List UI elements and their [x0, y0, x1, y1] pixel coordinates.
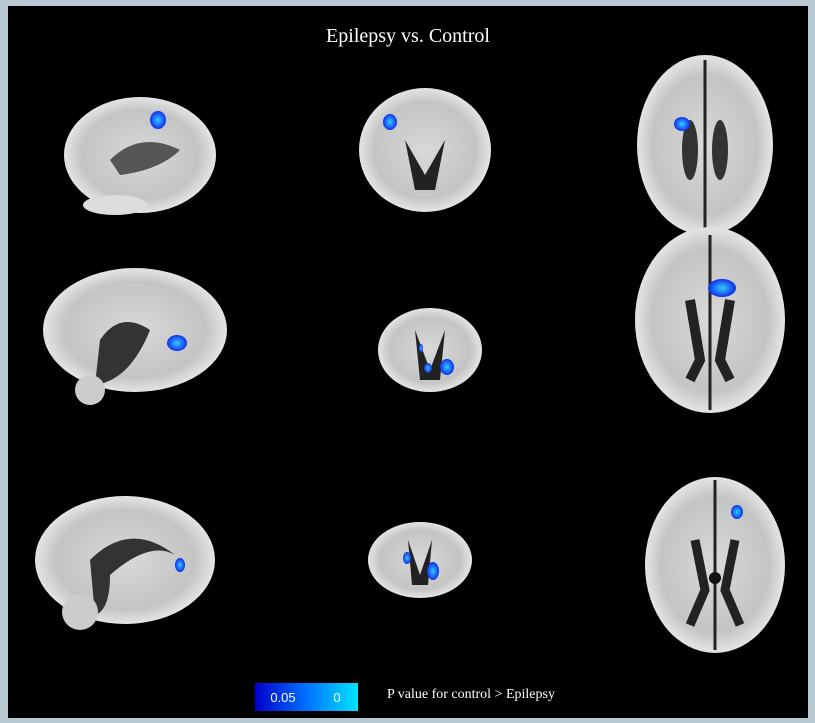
brain-coronal [368, 522, 472, 598]
activation [674, 117, 690, 131]
brain-axial [635, 227, 785, 413]
activation [419, 344, 423, 352]
brain-axial [645, 477, 785, 653]
colorbar-caption: P value for control > Epilepsy [387, 687, 555, 702]
activation [383, 114, 397, 130]
activation [427, 562, 439, 580]
activation [440, 359, 454, 375]
brain-coronal [378, 308, 482, 392]
title: Epilepsy vs. Control [326, 25, 490, 47]
brain-coronal [359, 88, 491, 212]
colorbar-label: 0.05 [270, 690, 295, 705]
activation [167, 335, 187, 351]
activation [424, 363, 432, 373]
brain-axial [637, 55, 773, 235]
activation [403, 552, 411, 564]
activation [150, 111, 166, 129]
colorbar-label: 0 [333, 690, 340, 705]
activation [708, 279, 736, 297]
page: Epilepsy vs. Control [0, 0, 815, 723]
figure: Epilepsy vs. Control [0, 0, 815, 723]
activation [731, 505, 743, 519]
activation [175, 558, 185, 572]
